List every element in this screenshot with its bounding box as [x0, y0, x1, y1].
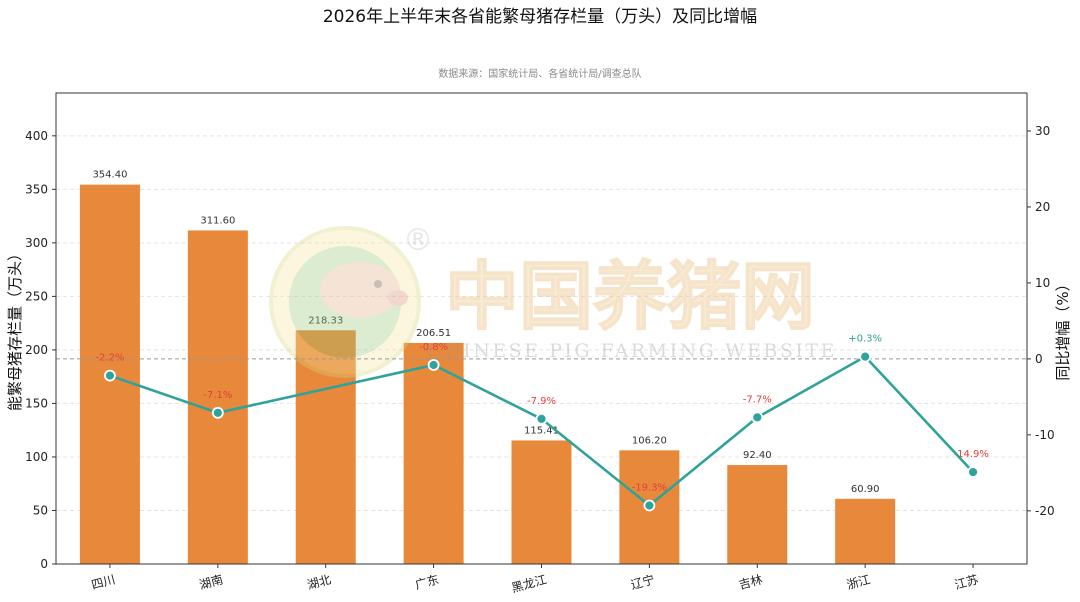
y-tick-label: 300: [25, 236, 48, 250]
y-tick-label: 100: [25, 450, 48, 464]
y2-axis-title: 同比增幅（%）: [1054, 276, 1072, 380]
y-tick-label: 150: [25, 396, 48, 410]
y2-tick-label: 0: [1035, 352, 1043, 366]
growth-point: [967, 466, 979, 478]
y-tick-label: 200: [25, 343, 48, 357]
bar-value-label: 115.41: [524, 425, 559, 436]
growth-value-label: -7.9%: [527, 396, 556, 407]
chart-title: 2026年上半年末各省能繁母猪存栏量（万头）及同比增幅: [323, 7, 757, 27]
growth-point: [751, 411, 764, 424]
bar-value-label: 311.60: [200, 215, 235, 226]
x-tick-label: 广东: [414, 572, 441, 592]
y-axis-title: 能繁母猪存栏量（万头）: [6, 246, 24, 411]
growth-point: [643, 499, 656, 512]
x-tick-label: 湖南: [198, 571, 225, 592]
x-tick-label: 四川: [90, 572, 117, 592]
watermark-name: 中国养猪网: [445, 254, 815, 340]
x-tick-label: 吉林: [737, 572, 764, 592]
bar: [835, 498, 896, 564]
bar: [727, 465, 788, 564]
watermark-pig-icon: [269, 226, 421, 378]
y-tick-label: 250: [25, 289, 48, 303]
bar-value-label: 218.33: [308, 315, 343, 326]
x-tick-label: 江苏: [953, 572, 980, 592]
x-tick-label: 浙江: [845, 572, 872, 592]
growth-line: -2.2% -7.1% -0.8% -7.9% -19.3% -7.7% +0.3% 14.9…: [95, 334, 989, 512]
watermark-registered-mark: ®: [403, 223, 433, 258]
growth-point: [859, 350, 872, 363]
y2-tick-label: 10: [1035, 276, 1050, 290]
y-tick-label: 50: [33, 503, 48, 517]
bar: [187, 230, 248, 565]
bar-value-label: 92.40: [743, 450, 772, 461]
y2-tick-label: -10: [1035, 428, 1055, 442]
bar: [403, 342, 464, 564]
growth-point: [211, 406, 224, 419]
bar-value-label: 354.40: [92, 170, 127, 181]
y-tick-label: 350: [25, 182, 48, 196]
growth-value-label: -19.3%: [632, 483, 667, 494]
x-tick-label: 湖北: [305, 571, 332, 592]
watermark-logo: ® 中国养猪网 CHINESE PIG FARMING WEBSITE: [269, 223, 837, 378]
growth-value-label: 14.9%: [957, 449, 989, 460]
growth-value-label: -2.2%: [95, 353, 124, 364]
growth-point: [535, 413, 548, 425]
bar-value-label: 60.90: [851, 484, 880, 495]
bar-value-label: 106.20: [632, 435, 667, 446]
bars: 354.40 311.60 218.33 206.51 115.41 106.20 92.4…: [79, 170, 896, 565]
y-tick-label: 0: [40, 557, 48, 571]
bar: [295, 330, 356, 564]
x-tick-label: 辽宁: [629, 571, 656, 592]
bar: [511, 440, 572, 564]
y2-tick-label: -20: [1035, 504, 1055, 518]
y2-tick-label: 30: [1035, 124, 1050, 138]
growth-value-label: +0.3%: [848, 334, 882, 345]
y2-tick-label: 20: [1035, 200, 1050, 214]
growth-value-label: -7.1%: [203, 390, 232, 401]
growth-line-path: [109, 355, 975, 507]
chart-subtitle: 数据来源：国家统计局、各省统计局/调查总队: [438, 67, 641, 80]
x-tick-label: 黑龙江: [510, 572, 548, 595]
growth-point: [104, 369, 116, 382]
watermark-english: CHINESE PIG FARMING WEBSITE: [427, 340, 837, 362]
growth-point: [427, 359, 440, 371]
axes: 0 50 100 150 200 250 300 350 400 -20 -10 0 10 20 30 四川 湖…: [25, 92, 1055, 595]
bar-value-label: 206.51: [416, 328, 451, 339]
growth-value-label: -0.8%: [419, 342, 448, 353]
growth-value-label: -7.7%: [743, 394, 772, 405]
y-tick-label: 400: [25, 129, 48, 143]
